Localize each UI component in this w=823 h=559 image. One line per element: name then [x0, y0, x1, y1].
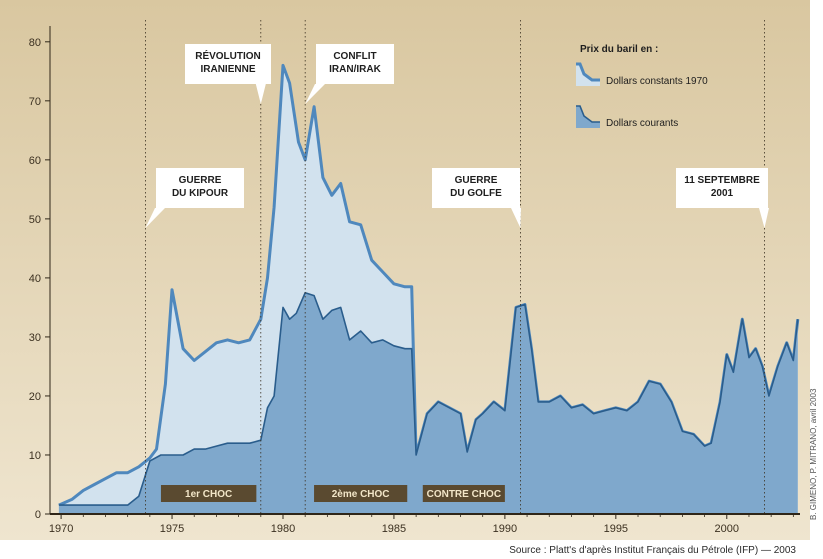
event-annotations-layer: GUERRE DU KIPOUR RÉVOLUTION IRANIENNE CONFLI…	[145, 44, 769, 228]
y-tick-label: 20	[29, 391, 41, 403]
event-label-line: RÉVOLUTION	[195, 49, 261, 62]
phase-box-3	[422, 485, 505, 502]
event-annotation-5: 11 SEPTEMBRE 2001	[676, 168, 769, 228]
event-label-line: 11 SEPTEMBRE	[684, 175, 760, 186]
credit-note: B. GIMENO, P. MITRANO, avril 2003	[809, 388, 818, 520]
event-annotation-1: GUERRE DU KIPOUR	[145, 168, 244, 228]
event-label-line: GUERRE	[455, 175, 498, 186]
legend-label-1: Dollars constants 1970	[606, 76, 708, 87]
event-label-line: 2001	[711, 188, 734, 199]
legend: Prix du baril en : Dollars constants 1970…	[576, 44, 708, 129]
x-tick-label: 1990	[493, 523, 517, 535]
event-pointer-3	[305, 84, 325, 104]
axes-layer: 0 10 20 30 40 50 60 70 80 1970 1975 1980 1985 1990 199…	[29, 26, 800, 535]
event-annotation-4: GUERRE DU GOLFE	[432, 168, 521, 228]
y-tick-label: 70	[29, 96, 41, 108]
event-pointer-5	[759, 208, 769, 228]
phase-box-1	[160, 485, 257, 502]
series-area-1	[58, 65, 798, 515]
legend-line-2	[576, 105, 600, 123]
series-area-2	[58, 292, 798, 514]
y-tick-label: 30	[29, 332, 41, 344]
legend-item-2: Dollars courants	[576, 105, 678, 129]
phase-label-2: 2ème CHOC	[332, 489, 390, 500]
footer-band	[0, 540, 823, 559]
event-label-line: DU KIPOUR	[172, 188, 229, 199]
source-note: Source : Platt's d'après Institut França…	[509, 545, 796, 556]
event-label-line: IRAN/IRAK	[329, 64, 381, 75]
event-annotation-2: RÉVOLUTION IRANIENNE	[185, 44, 271, 104]
event-label-line: IRANIENNE	[200, 64, 255, 75]
phase-label-3: CONTRE CHOC	[427, 489, 501, 500]
event-pointer-1	[145, 208, 165, 228]
event-label-line: CONFLIT	[333, 51, 376, 62]
y-tick-label: 80	[29, 37, 41, 49]
y-tick-label: 10	[29, 450, 41, 462]
x-tick-label: 1980	[271, 523, 295, 535]
x-tick-label: 1970	[49, 523, 73, 535]
phase-box-2	[314, 485, 408, 502]
y-tick-label: 50	[29, 214, 41, 226]
series-line-2	[58, 291, 799, 506]
x-tick-label: 1995	[604, 523, 628, 535]
legend-item-1: Dollars constants 1970	[576, 62, 708, 87]
x-tick-label: 1975	[160, 523, 184, 535]
y-tick-label: 40	[29, 273, 41, 285]
phase-label-1: 1er CHOC	[185, 489, 232, 500]
y-tick-label: 60	[29, 155, 41, 167]
event-label-line: DU GOLFE	[450, 188, 502, 199]
legend-line-1	[576, 62, 600, 82]
event-label-line: GUERRE	[179, 175, 222, 186]
event-box-3	[316, 44, 394, 84]
x-tick-label: 1985	[382, 523, 406, 535]
legend-title: Prix du baril en :	[580, 44, 658, 55]
event-pointer-4	[511, 208, 521, 228]
event-box-5	[676, 168, 768, 208]
legend-label-2: Dollars courants	[606, 118, 678, 129]
x-tick-label: 2000	[715, 523, 739, 535]
event-box-2	[185, 44, 271, 84]
y-tick-label: 0	[35, 509, 41, 521]
event-box-1	[156, 168, 244, 208]
series-layer	[58, 63, 800, 515]
phase-labels-layer: 1er CHOC 2ème CHOC CONTRE CHOC	[160, 485, 505, 502]
event-annotation-3: CONFLIT IRAN/IRAK	[305, 44, 394, 104]
event-box-4	[432, 168, 520, 208]
event-pointer-2	[255, 84, 266, 104]
